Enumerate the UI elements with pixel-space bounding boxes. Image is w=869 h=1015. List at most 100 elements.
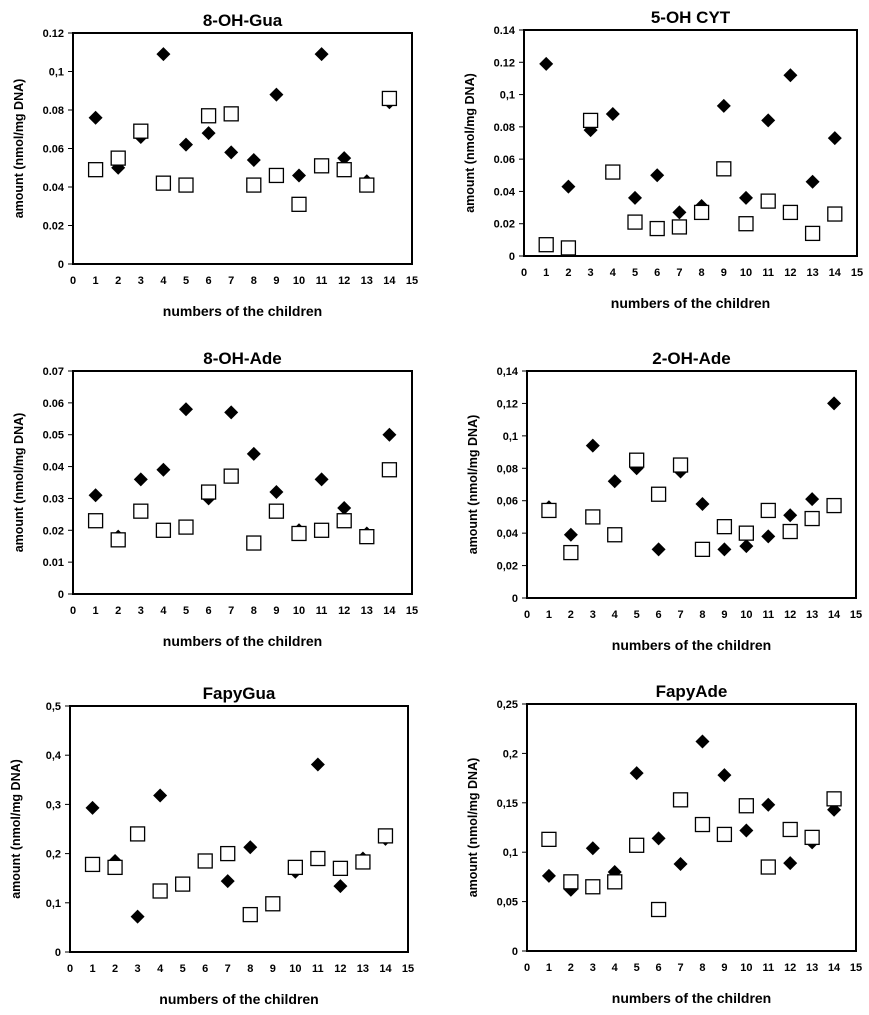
y-tick-label: 0.08 [43, 105, 64, 117]
data-point-square [155, 522, 172, 538]
data-point-diamond [761, 797, 776, 812]
x-tick-label: 6 [202, 963, 208, 975]
y-tick-label: 0 [55, 947, 61, 959]
x-tick-label: 1 [89, 963, 95, 975]
x-tick-label: 10 [293, 605, 305, 617]
data-point-square [738, 525, 754, 541]
y-axis-label: amount (nmol/mg DNA) [466, 758, 480, 898]
data-point-diamond [628, 190, 642, 205]
x-tick-label: 5 [634, 962, 640, 974]
data-point-square [87, 162, 104, 178]
x-tick-label: 1 [93, 275, 99, 287]
x-tick-label: 7 [225, 963, 231, 975]
data-point-diamond [269, 485, 284, 500]
x-tick-label: 8 [251, 275, 257, 287]
data-point-diamond [201, 126, 216, 141]
data-point-square [563, 874, 579, 890]
data-point-square [287, 859, 303, 876]
x-tick-label: 7 [228, 605, 234, 617]
data-point-diamond [224, 145, 239, 160]
x-tick-label: 4 [612, 962, 619, 974]
x-tick-label: 1 [93, 605, 99, 617]
data-point-square [650, 901, 667, 918]
data-point-square [782, 204, 799, 221]
x-tick-label: 2 [568, 962, 574, 974]
x-axis-label: numbers of the children [612, 990, 771, 1006]
x-tick-label: 2 [115, 275, 121, 287]
data-point-diamond [224, 405, 239, 420]
x-tick-label: 11 [316, 275, 328, 287]
x-tick-label: 14 [828, 962, 841, 974]
y-tick-label: 0,14 [497, 366, 519, 378]
data-point-square [359, 177, 375, 193]
data-point-square [313, 522, 330, 538]
data-point-square [672, 792, 689, 808]
data-point-square [541, 502, 557, 519]
plot-frame [72, 370, 413, 595]
data-point-square [650, 486, 667, 502]
y-tick-label: 0,06 [497, 496, 518, 508]
x-tick-label: 9 [721, 609, 727, 621]
y-tick-label: 0.06 [43, 398, 64, 410]
x-tick-label: 3 [590, 609, 596, 621]
chart-panel-6: 00,050,10,150,20,250 1 2 3 4 5 6 7 8 9 10 11 12 13 14 1… [466, 682, 862, 1006]
y-tick-label: 0,25 [497, 699, 518, 711]
x-tick-label: 4 [160, 275, 167, 287]
data-point-square [716, 826, 733, 843]
chart-title: FapyGua [203, 684, 276, 703]
y-tick-label: 0,1 [503, 431, 518, 443]
y-tick-label: 0,1 [503, 847, 518, 859]
chart-panel-2: 00.020.040.060.080,10.120.140 1 2 3 4 5 6 7 8 9 10… [463, 8, 863, 311]
data-point-square [694, 541, 711, 558]
data-point-diamond [314, 47, 329, 62]
x-tick-label: 1 [543, 267, 549, 279]
x-axis-label: numbers of the children [163, 303, 322, 319]
x-tick-label: 11 [312, 963, 324, 975]
data-point-diamond [805, 174, 820, 189]
data-point-diamond [739, 539, 754, 554]
data-point-diamond [629, 766, 644, 781]
data-point-square [200, 484, 217, 500]
data-point-diamond [761, 113, 776, 128]
data-point-square [381, 462, 398, 478]
y-tick-label: 0.01 [43, 557, 64, 569]
x-tick-label: 6 [654, 267, 660, 279]
chart-title: 5-OH CYT [651, 8, 731, 27]
x-tick-label: 9 [273, 605, 279, 617]
data-point-square [381, 90, 398, 107]
x-tick-label: 1 [546, 609, 552, 621]
y-tick-label: 0.14 [494, 25, 516, 37]
data-point-diamond [716, 98, 731, 113]
data-point-square [804, 225, 821, 242]
data-point-diamond [292, 168, 306, 183]
data-point-square [716, 519, 733, 535]
data-point-square [738, 216, 754, 232]
data-point-diamond [88, 110, 103, 125]
y-tick-label: 0.04 [494, 186, 516, 198]
x-tick-label: 5 [632, 267, 638, 279]
y-tick-label: 0,2 [46, 849, 61, 861]
data-point-square [760, 502, 776, 519]
x-tick-label: 13 [806, 267, 818, 279]
y-tick-label: 0,1 [500, 90, 515, 102]
plot-frame [69, 705, 409, 953]
data-point-square [129, 826, 146, 842]
y-tick-label: 0,1 [49, 67, 64, 79]
x-tick-label: 2 [115, 605, 121, 617]
chart-title: FapyAde [656, 682, 728, 701]
x-axis-label: numbers of the children [612, 637, 771, 653]
chart-panel-4: 00,020,040,060,080,10,120,140 1 2 3 4 5 6 7 8 9 10… [466, 349, 862, 653]
data-point-square [782, 821, 798, 838]
data-point-square [827, 206, 843, 222]
y-tick-label: 0 [509, 251, 515, 263]
x-tick-label: 9 [270, 963, 276, 975]
x-tick-label: 10 [293, 275, 305, 287]
x-tick-label: 4 [610, 267, 617, 279]
chart-panel-3: 00.010.020.030.040.050.060.070 1 2 3 4 5 6 7 8 9 1… [12, 349, 418, 649]
data-point-square [826, 791, 842, 807]
x-tick-label: 6 [656, 962, 662, 974]
data-point-diamond [561, 179, 576, 194]
x-tick-label: 10 [740, 609, 752, 621]
x-tick-label: 9 [273, 275, 279, 287]
x-tick-label: 5 [180, 963, 186, 975]
